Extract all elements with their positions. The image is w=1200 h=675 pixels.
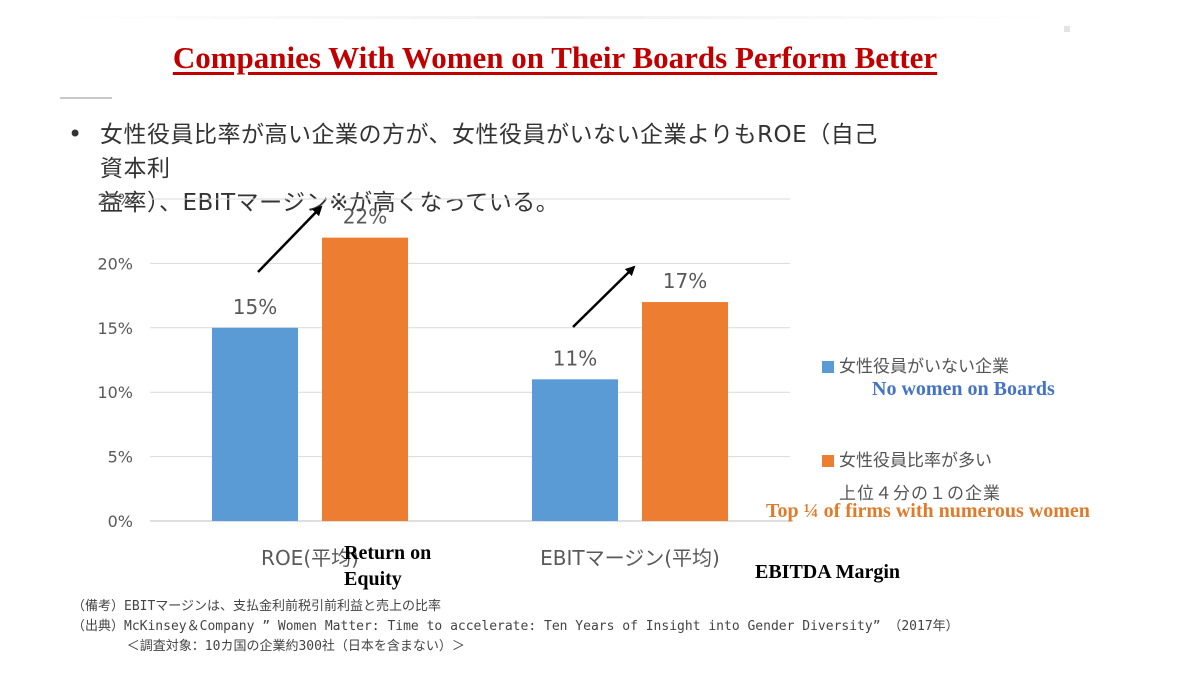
bar-data-label: 22% (343, 205, 387, 229)
y-axis: 0% 5% 10% 15% 20% 25% (97, 190, 133, 531)
y-tick-label: 10% (97, 383, 133, 402)
bar-data-label: 15% (233, 295, 277, 319)
roe-annotation-line-2: Equity (344, 568, 402, 590)
bullet-icon: • (68, 120, 83, 148)
bar (322, 237, 408, 521)
bars: 15% 22% 11% 17% (212, 205, 728, 521)
legend-label-1: 女性役員がいない企業 (839, 357, 1009, 377)
title-divider (60, 97, 112, 99)
bar (642, 302, 728, 521)
footnote-remarks: （備考）EBITマージンは、支払金利前税引前利益と売上の比率 (72, 599, 442, 614)
x-axis: ROE(平均) EBITマージン(平均) (261, 546, 720, 570)
bar (212, 327, 298, 521)
top-quarter-annotation: Top ¼ of firms with numerous women (766, 500, 1090, 522)
footnotes: （備考）EBITマージンは、支払金利前税引前利益と売上の比率 （出典）McKin… (72, 597, 959, 657)
roe-annotation: Return on Equity (344, 540, 431, 592)
bullet-line-2: 益率）、EBITマージン※が高くなっている。 (100, 190, 560, 216)
y-tick-label: 25% (97, 190, 133, 209)
bullet-line-1: 女性役員比率が高い企業の方が、女性役員がいない企業よりもROE（自己資本利 (100, 122, 878, 182)
x-tick-label: EBITマージン(平均) (540, 546, 720, 570)
legend-item-top-quarter: 女性役員比率が多い (822, 446, 992, 471)
bar (532, 379, 618, 521)
corner-mark (1064, 26, 1070, 32)
ebitda-annotation: EBITDA Margin (755, 561, 901, 583)
roe-trend-arrow (257, 205, 323, 273)
ebit-trend-arrow (572, 265, 636, 328)
roe-annotation-line-1: Return on (344, 542, 432, 564)
y-tick-label: 5% (108, 448, 133, 467)
legend-label-2-line-2: 上位４分の１の企業 (839, 484, 1001, 504)
bar-data-label: 11% (553, 346, 597, 370)
y-tick-label: 15% (97, 319, 133, 338)
top-rule (60, 16, 1060, 19)
legend-label-2: 女性役員比率が多い (839, 451, 992, 471)
x-tick-label: ROE(平均) (261, 546, 359, 570)
bullet-text: 女性役員比率が高い企業の方が、女性役員がいない企業よりもROE（自己資本利 益率… (100, 118, 900, 220)
no-women-annotation: No women on Boards (872, 378, 1055, 400)
legend-swatch-orange (822, 455, 834, 467)
legend-item-no-women: 女性役員がいない企業 (822, 352, 1009, 377)
footnote-scope: ＜調査対象：10カ国の企業約300社（日本を含まない）＞ (72, 639, 465, 654)
slide-title: Companies With Women on Their Boards Per… (172, 40, 938, 75)
y-tick-label: 0% (108, 512, 133, 531)
bar-data-label: 17% (663, 269, 707, 293)
legend-swatch-blue (822, 361, 834, 373)
footnote-source: （出典）McKinsey＆Company ” Women Matter: Tim… (72, 619, 959, 634)
y-tick-label: 20% (97, 254, 133, 273)
